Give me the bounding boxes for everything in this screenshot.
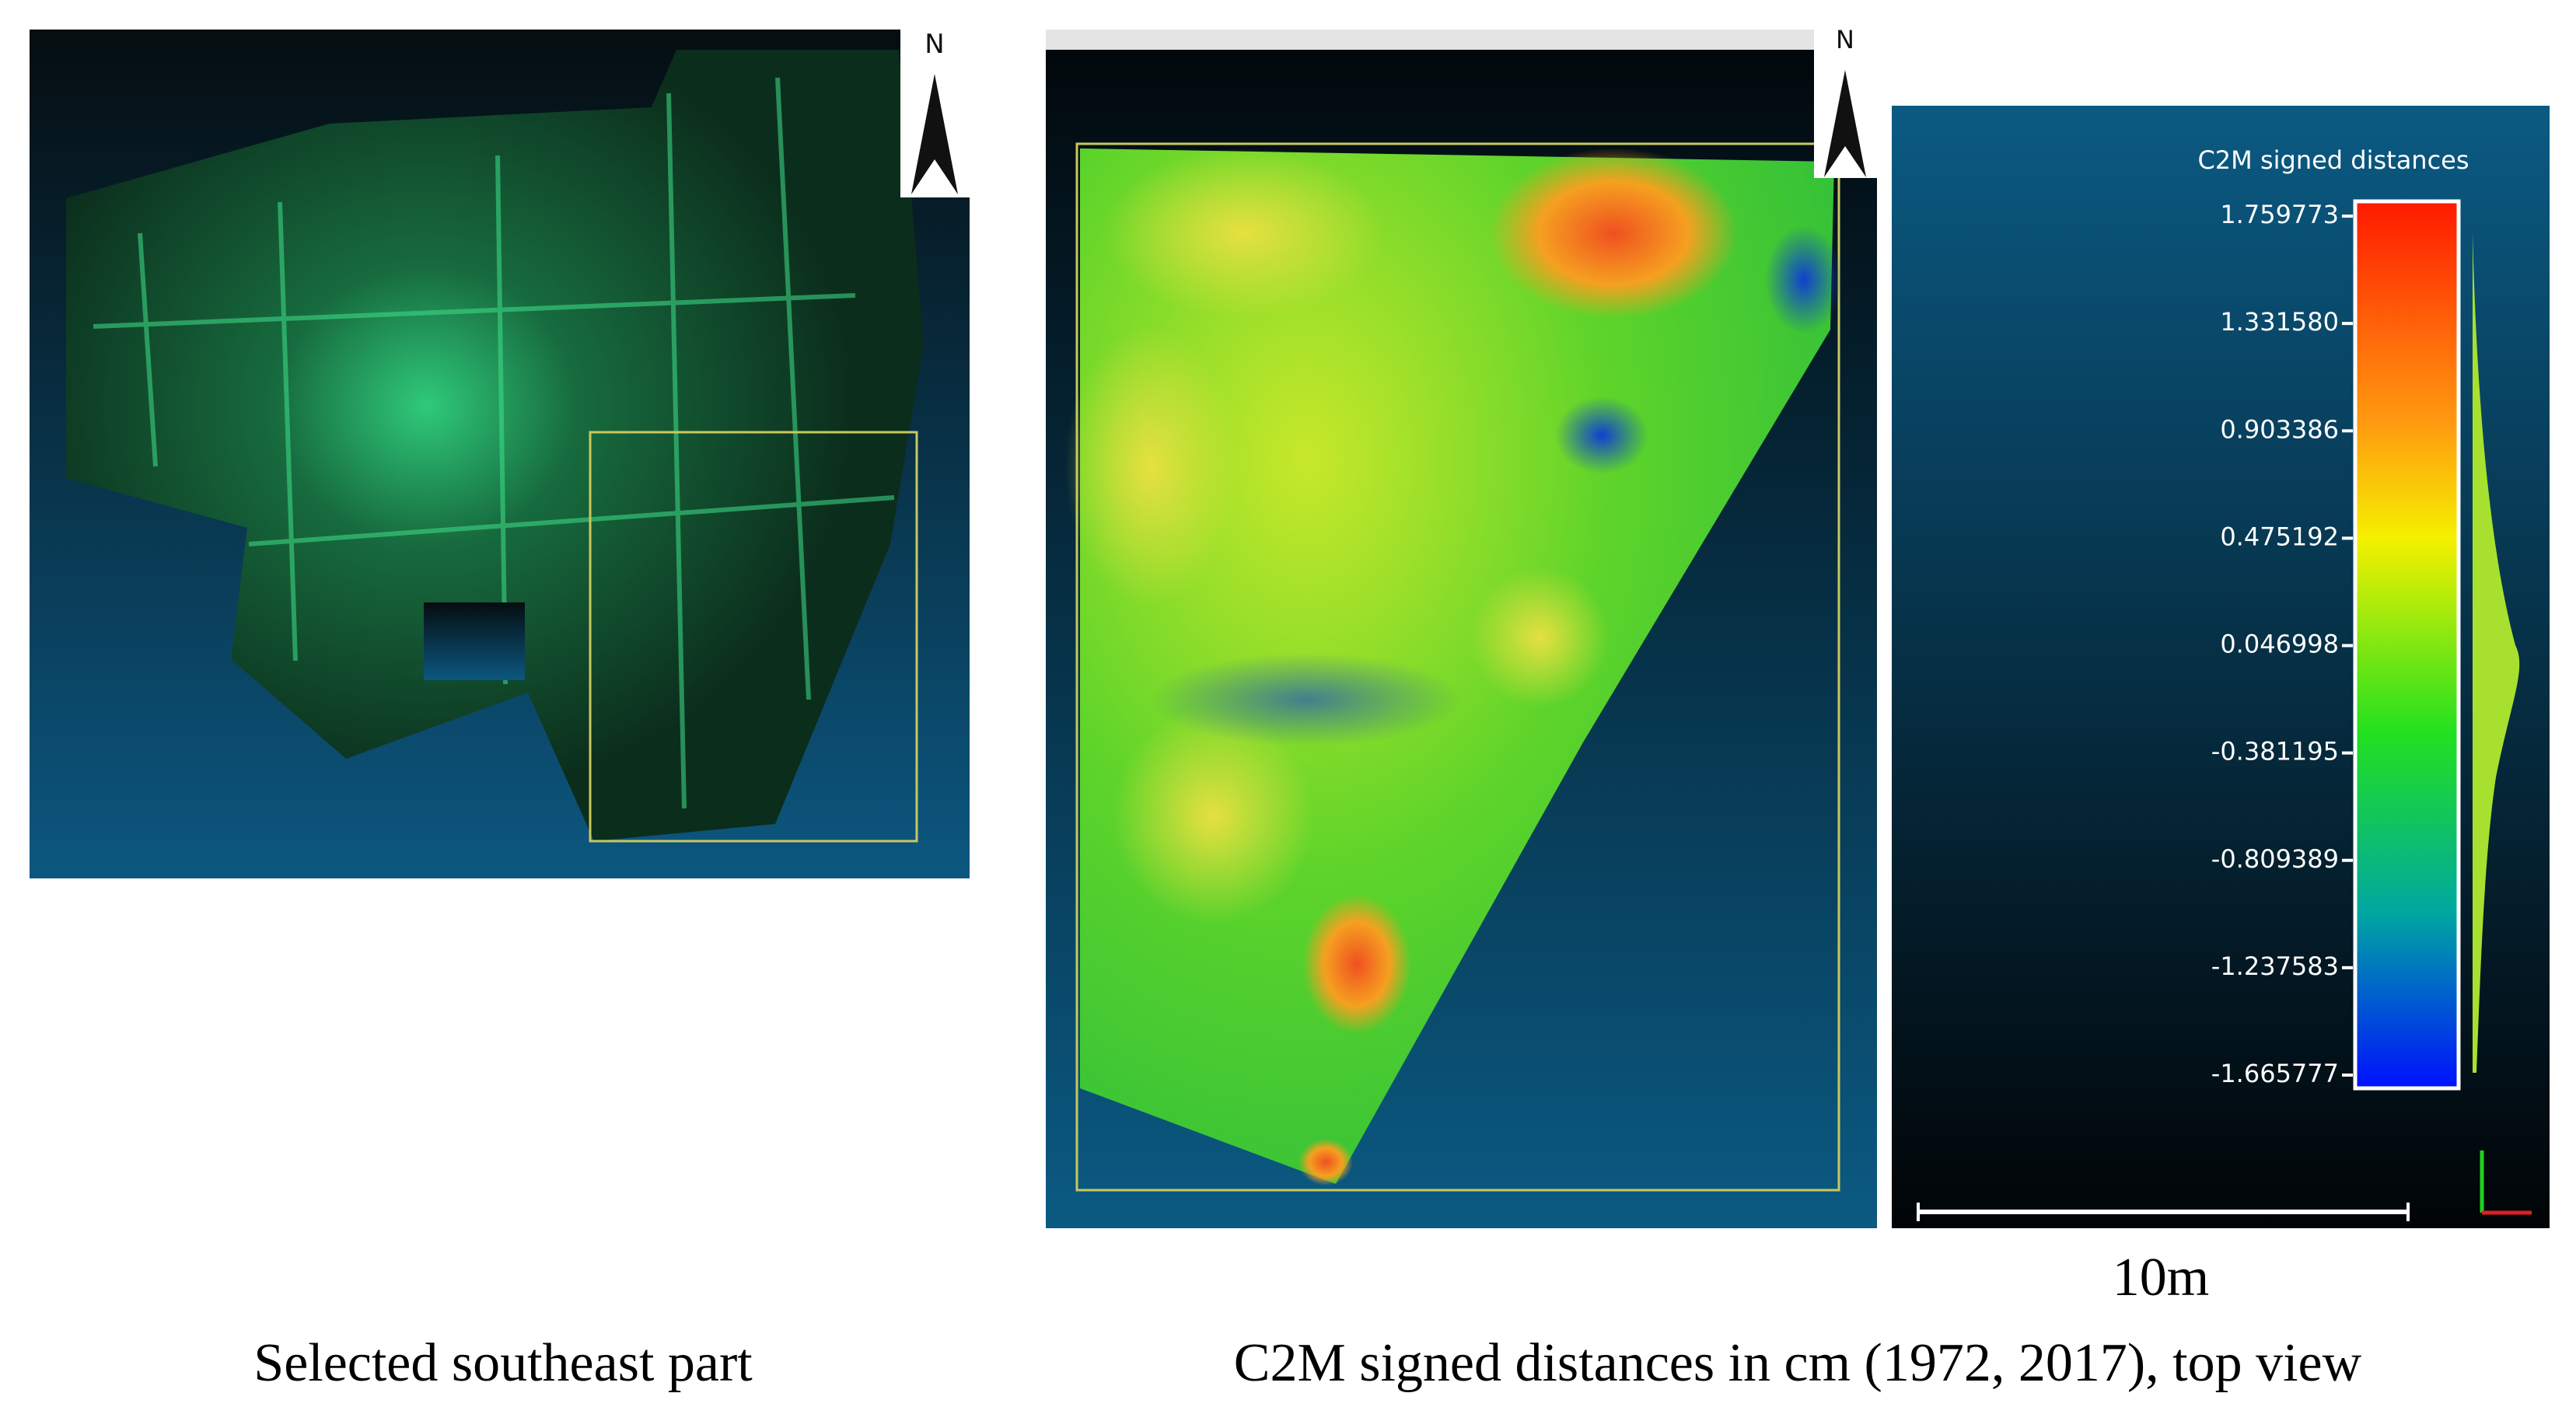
north-arrow <box>911 74 958 194</box>
terrain-edges <box>93 77 895 809</box>
histogram <box>2473 233 2520 1073</box>
scale-label: 1.331580 <box>2220 307 2339 337</box>
toolbar <box>1046 30 1877 50</box>
color-bar <box>2353 199 2461 1091</box>
caption: Selected southeast part <box>253 1333 753 1393</box>
c2m-surface <box>1080 148 1834 1184</box>
selection-box <box>1075 142 1840 1192</box>
north-label: N <box>1836 25 1854 54</box>
caption: C2M signed distances in cm (1972, 2017),… <box>1234 1333 2362 1393</box>
scale-label: -0.809389 <box>2211 844 2339 874</box>
scale-label: -0.381195 <box>2211 737 2339 766</box>
north-label: N <box>924 29 944 60</box>
hole <box>424 602 525 680</box>
north-arrow <box>1824 70 1866 177</box>
scale-title: C2M signed distances <box>2197 145 2469 175</box>
selection-box <box>589 431 918 843</box>
scale-bar-label: 10m <box>2113 1248 2209 1308</box>
scale-label: 0.903386 <box>2220 414 2339 444</box>
scale-label: 0.475192 <box>2220 522 2339 551</box>
scale-label: 1.759773 <box>2220 200 2339 229</box>
scale-label: -1.665777 <box>2211 1059 2339 1088</box>
scale-label: -1.237583 <box>2211 951 2339 981</box>
scale-label: 0.046998 <box>2220 630 2339 659</box>
surface-patches <box>1065 148 1843 1185</box>
